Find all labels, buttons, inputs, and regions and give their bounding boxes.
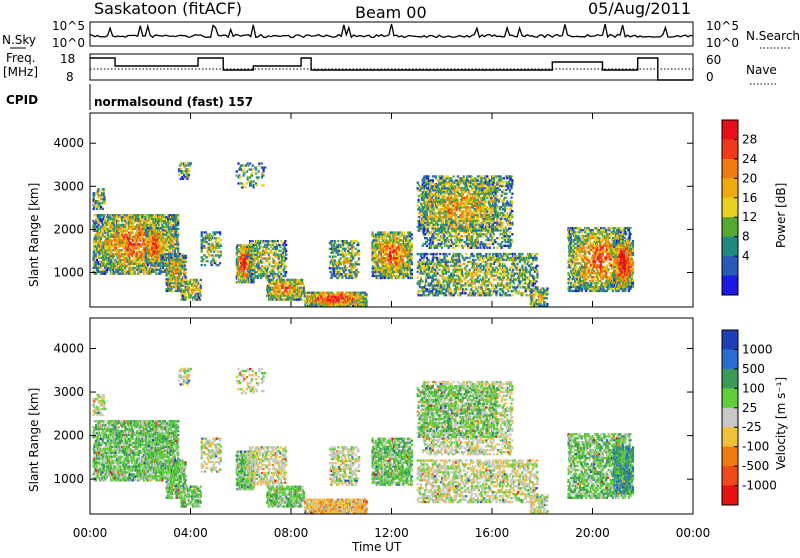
power-cell: [110, 259, 112, 261]
noise-left-tick-top: 10^5: [52, 19, 85, 33]
cpid-value: normalsound (fast) 157: [94, 95, 253, 109]
power-cell: [100, 238, 102, 240]
freq-panel: Freq. [MHz] 18 8 60 0 Nave: [3, 51, 777, 84]
power-cell: [139, 238, 141, 240]
power-cell: [95, 234, 97, 236]
radar-figure: Saskatoon (fitACF) Beam 00 05/Aug/2011 N…: [0, 0, 800, 554]
noise-sky-line: [90, 24, 693, 38]
power-cell: [119, 255, 121, 257]
power-cell: [158, 224, 160, 226]
power-cell: [133, 222, 135, 224]
beam-title: Beam 00: [355, 3, 427, 22]
power-cell: [124, 220, 126, 222]
freq-tick-top: 18: [60, 52, 75, 66]
date-title: 05/Aug/2011: [588, 0, 691, 18]
power-cell: [134, 271, 136, 273]
power-cell: [140, 245, 142, 247]
power-cell: [132, 232, 134, 234]
power-cell: [98, 234, 100, 236]
power-cell: [114, 263, 116, 265]
freq-label-1: Freq.: [6, 51, 36, 65]
power-cell: [97, 261, 99, 263]
noise-right-tick-top: 10^5: [706, 19, 739, 33]
power-cell: [136, 251, 138, 253]
nave-tick-top: 60: [706, 53, 721, 67]
station-title: Saskatoon (fitACF): [94, 0, 242, 18]
power-cell: [102, 269, 104, 271]
power-cell: [102, 218, 104, 220]
noise-left-tick-bottom: 10^0: [52, 36, 85, 50]
noise-right-label: N.Search: [746, 29, 800, 43]
nave-tick-bottom: 0: [706, 70, 714, 84]
power-cell: [128, 232, 130, 234]
power-cell: [103, 259, 105, 261]
power-cell: [131, 255, 133, 257]
power-cell: [140, 271, 142, 273]
nave-label: Nave: [746, 63, 777, 77]
noise-panel: N.Sky 10^5 10^0 10^5 10^0 N.Search: [2, 19, 800, 50]
noise-left-label: N.Sky: [2, 33, 36, 47]
cpid-row: CPID normalsound (fast) 157: [6, 84, 253, 110]
power-cell: [121, 249, 123, 251]
power-cell: [98, 255, 100, 257]
power-cell: [126, 234, 128, 236]
power-cell: [103, 214, 105, 216]
power-cell: [103, 255, 105, 257]
power-cell: [106, 271, 108, 273]
cpid-label: CPID: [6, 93, 38, 107]
power-cell: [98, 222, 100, 224]
power-cell: [119, 245, 121, 247]
power-cell: [118, 220, 120, 222]
freq-tick-bottom: 8: [66, 70, 74, 84]
power-cell: [125, 228, 127, 230]
power-cell: [118, 224, 120, 226]
power-cell: [113, 255, 115, 257]
power-cell: [139, 243, 141, 245]
power-cell: [136, 224, 138, 226]
power-cell: [121, 253, 123, 255]
power-cell: [124, 267, 126, 269]
power-cell: [129, 257, 131, 259]
power-cell: [109, 230, 111, 232]
power-cell: [149, 218, 151, 220]
power-cell: [111, 239, 113, 241]
power-cell: [118, 214, 120, 216]
noise-right-tick-bottom: 10^0: [706, 36, 739, 50]
freq-label-2: [MHz]: [3, 65, 38, 79]
power-cell: [99, 241, 101, 243]
